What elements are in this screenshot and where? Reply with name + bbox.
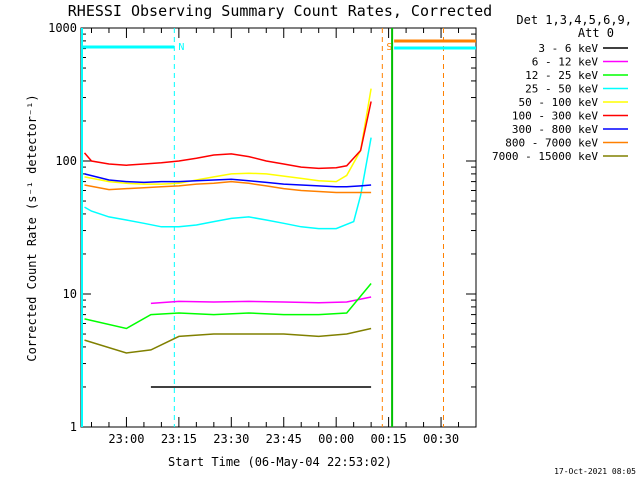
series-line: [84, 173, 372, 188]
series-line: [150, 296, 372, 305]
marker-label: S: [386, 42, 392, 53]
series-line: [84, 180, 372, 194]
legend-label: 12 - 25 keV: [525, 69, 598, 82]
legend-label: 100 - 300 keV: [512, 110, 598, 123]
legend-label: 800 - 7000 keV: [505, 137, 598, 150]
series-line: [83, 101, 372, 170]
legend-label: 50 - 100 keV: [519, 96, 599, 109]
marker-label: N: [178, 42, 184, 53]
x-tick-label: 00:00: [318, 432, 354, 446]
series-line: [84, 327, 372, 354]
plot-frame: [80, 27, 477, 428]
y-tick-label: 1: [70, 420, 77, 434]
legend-label: 3 - 6 keV: [538, 42, 598, 55]
x-tick-label: 00:30: [423, 432, 459, 446]
generated-timestamp: 17-Oct-2021 08:05: [554, 467, 636, 476]
legend-header-line-2: Att 0: [578, 26, 614, 40]
legend-label: 7000 - 15000 keV: [492, 150, 598, 163]
x-tick-label: 00:15: [371, 432, 407, 446]
legend-label: 300 - 800 keV: [512, 123, 598, 136]
x-tick-label: 23:00: [108, 432, 144, 446]
y-tick-label: 1000: [48, 21, 77, 35]
legend-label: 25 - 50 keV: [525, 83, 598, 96]
y-axis-label: Corrected Count Rate (s⁻¹ detector⁻¹): [25, 94, 39, 361]
series-line: [84, 137, 372, 230]
y-axis-ticks: 1 10 100 1000: [48, 21, 476, 434]
y-tick-label: 10: [63, 287, 77, 301]
x-tick-label: 23:45: [266, 432, 302, 446]
chart-title: RHESSI Observing Summary Count Rates, Co…: [68, 2, 492, 20]
y-tick-label: 100: [55, 154, 77, 168]
legend-header-line-1: Det 1,3,4,5,6,9,: [516, 13, 632, 27]
x-tick-label: 23:15: [161, 432, 197, 446]
x-tick-label: 23:30: [213, 432, 249, 446]
x-axis-label: Start Time (06-May-04 22:53:02): [168, 455, 392, 469]
series-line: [84, 283, 372, 330]
series-lines: [83, 88, 372, 388]
x-axis-ticks: 23:00 23:15 23:30 23:45 00:00 00:15 00:30: [90, 28, 477, 446]
series-line: [84, 88, 372, 185]
legend-label: 6 - 12 keV: [532, 56, 599, 69]
